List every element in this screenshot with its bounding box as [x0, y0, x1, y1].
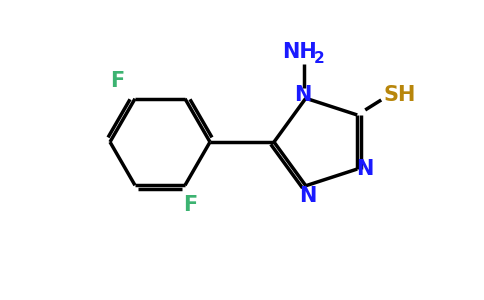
Text: N: N — [294, 85, 312, 105]
Text: NH: NH — [282, 42, 317, 62]
Text: SH: SH — [383, 85, 415, 105]
Text: 2: 2 — [314, 51, 324, 66]
Text: N: N — [357, 159, 374, 179]
Text: F: F — [110, 71, 124, 91]
Text: F: F — [183, 195, 197, 215]
Text: N: N — [299, 186, 317, 206]
